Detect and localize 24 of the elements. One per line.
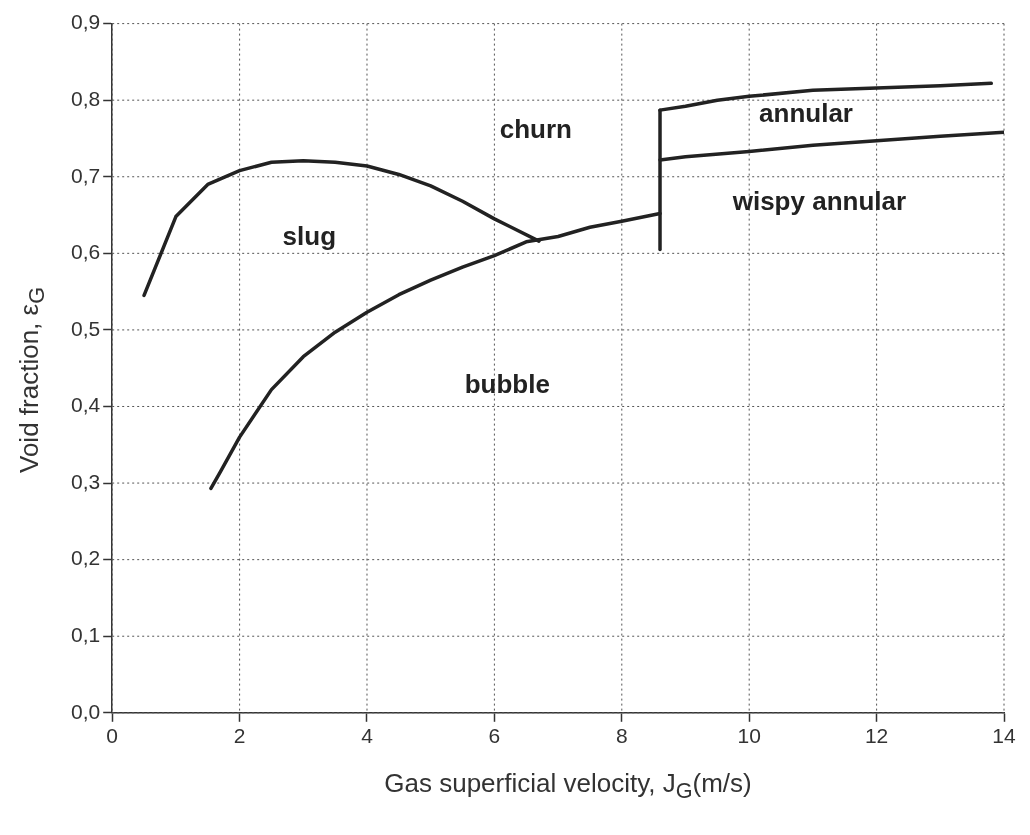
y-tick-label: 0,9 [70,10,101,34]
y-tick-label: 0,7 [70,163,101,187]
y-tick-label: 0,0 [70,699,101,723]
x-tick-label: 14 [992,724,1016,748]
y-tick-label: 0,8 [70,86,101,110]
x-tick-label: 4 [361,724,374,748]
y-tick-label: 0,6 [70,240,101,264]
y-tick-label: 0,2 [70,546,101,570]
x-tick-label: 10 [737,724,761,748]
x-tick-label: 0 [106,724,119,748]
annotation: wispy annular [731,185,907,216]
x-tick-label: 6 [488,724,501,748]
y-tick-label: 0,5 [70,316,101,340]
x-axis-title: Gas superficial velocity, J$_{G}$(m/s) [383,768,753,805]
annotation: annular [759,98,853,129]
y-tick-label: 0,4 [70,393,101,417]
y-tick-label: 0,3 [70,469,101,493]
x-tick-label: 8 [615,724,628,748]
annotation: slug [282,221,337,252]
annotation: bubble [464,369,550,400]
x-tick-label: 2 [233,724,246,748]
x-tick-label: 12 [864,724,889,748]
annotation: churn [499,113,572,144]
y-tick-label: 0,1 [70,623,101,647]
